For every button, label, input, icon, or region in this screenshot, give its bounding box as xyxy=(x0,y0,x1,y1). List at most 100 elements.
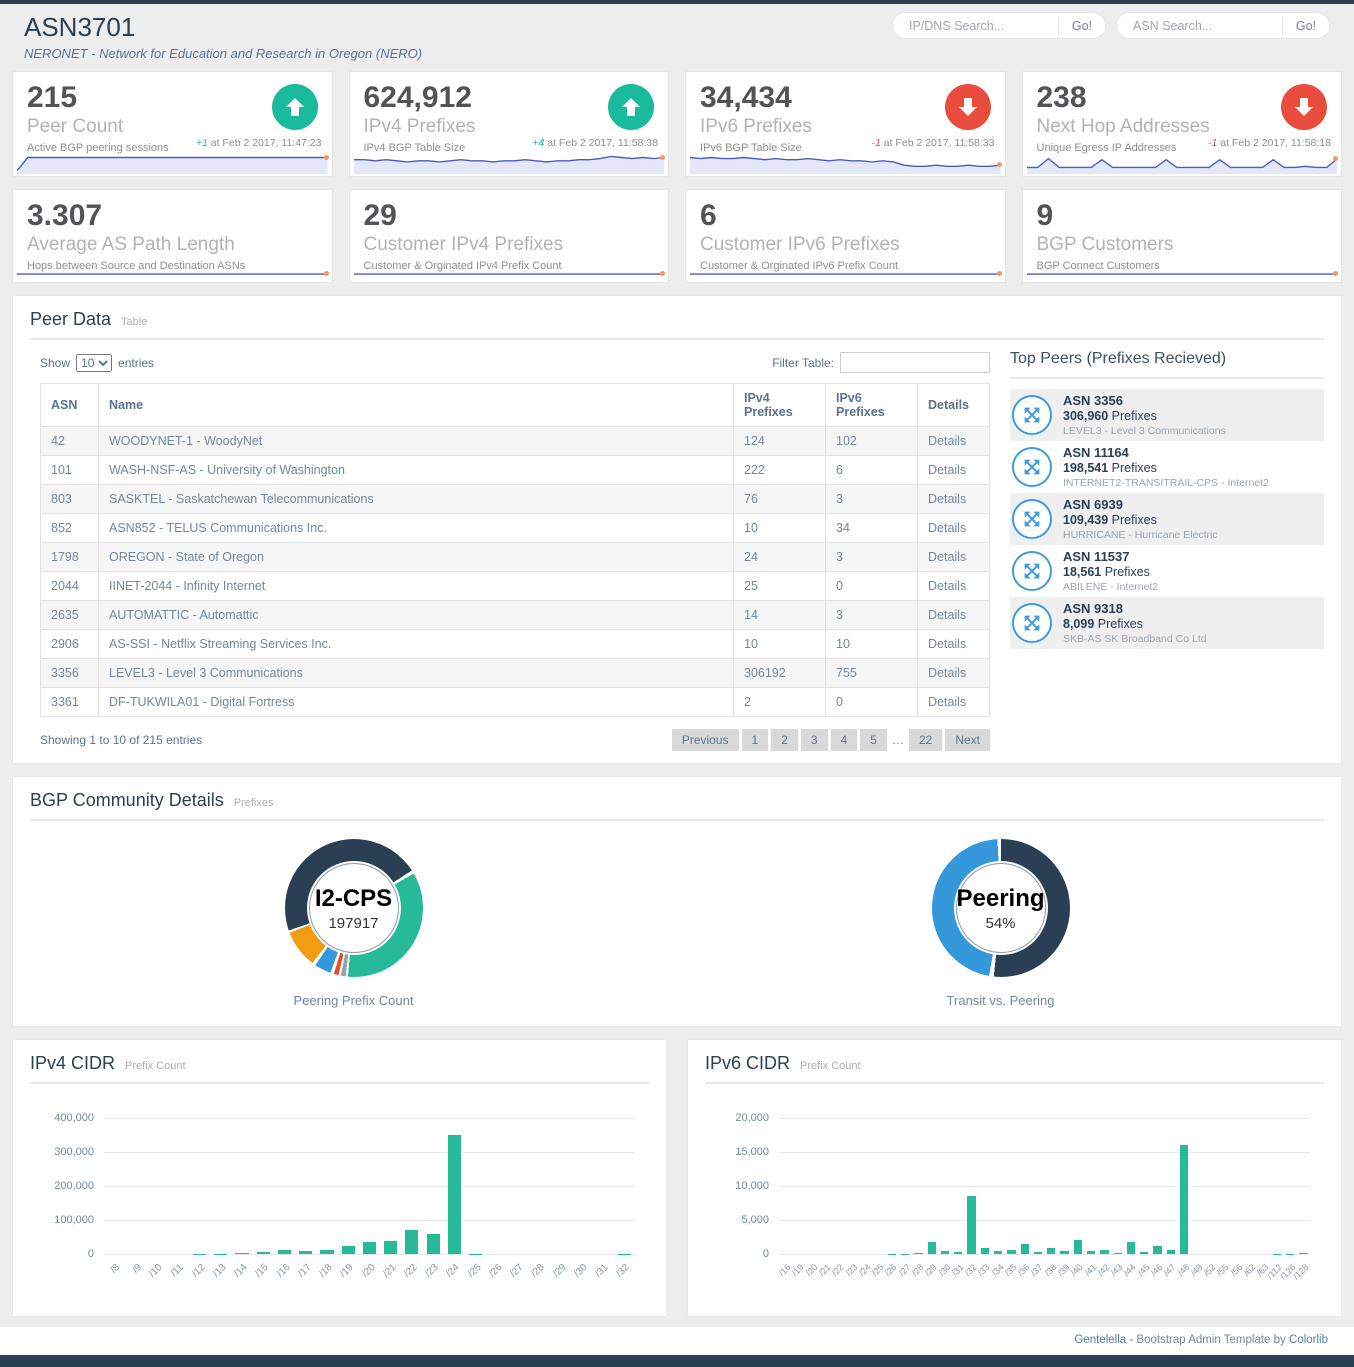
ip-dns-go-button[interactable]: Go! xyxy=(1059,19,1105,33)
peer-prefix-count: 8,099 Prefixes xyxy=(1063,617,1207,631)
peer-icon xyxy=(1012,603,1052,643)
page-size-select[interactable]: 10 xyxy=(76,354,112,372)
details-link[interactable]: Details xyxy=(928,608,966,622)
ipv6-cidr-panel: IPv6 CIDR Prefix Count 05,00010,00015,00… xyxy=(687,1039,1342,1317)
top-peer-item[interactable]: ASN 93188,099 PrefixesSKB-AS SK Broadban… xyxy=(1010,597,1324,649)
details-link[interactable]: Details xyxy=(928,695,966,709)
ipv6-cidr-subtitle: Prefix Count xyxy=(800,1060,861,1072)
ip-dns-search: Go! xyxy=(892,12,1106,39)
stat-tile-customer-ipv4-prefixes: 29Customer IPv4 PrefixesCustomer & Orgin… xyxy=(349,189,670,283)
sparkline xyxy=(354,265,665,278)
top-peer-item[interactable]: ASN 1153718,561 PrefixesABILENE - Intern… xyxy=(1010,545,1324,597)
pagination-page-4-button[interactable]: 4 xyxy=(831,729,858,751)
pagination-page-2-button[interactable]: 2 xyxy=(771,729,798,751)
column-header-name[interactable]: Name xyxy=(99,384,734,427)
filter-table-input[interactable] xyxy=(840,352,990,373)
top-peer-item[interactable]: ASN 11164198,541 PrefixesINTERNET2-TRANS… xyxy=(1010,441,1324,493)
ip-dns-search-input[interactable] xyxy=(893,19,1058,33)
expand-arrows-icon xyxy=(1021,456,1043,478)
x-axis-tick: /22 xyxy=(402,1262,420,1280)
pagination-page-1-button[interactable]: 1 xyxy=(742,729,769,751)
table-cell: 803 xyxy=(41,485,99,514)
table-cell: 34 xyxy=(826,514,918,543)
table-row: 852ASN852 - TELUS Communications Inc.103… xyxy=(41,514,990,543)
stat-value: 29 xyxy=(364,199,655,232)
details-link[interactable]: Details xyxy=(928,637,966,651)
stat-title: IPv6 Prefixes xyxy=(700,116,991,138)
asn-search-input[interactable] xyxy=(1117,19,1282,33)
bar xyxy=(1140,1252,1148,1254)
transit-peering-donut-chart: Peering 54% xyxy=(932,839,1070,977)
table-cell: 852 xyxy=(41,514,99,543)
x-axis-tick: /16 xyxy=(275,1262,293,1280)
bar xyxy=(1167,1250,1175,1254)
bottom-accent-bar xyxy=(0,1355,1354,1367)
top-peer-item[interactable]: ASN 6939109,439 PrefixesHURRICANE - Hurr… xyxy=(1010,493,1324,545)
column-header-asn[interactable]: ASN xyxy=(41,384,99,427)
peer-prefix-count: 306,960 Prefixes xyxy=(1063,409,1226,423)
ipv4-cidr-title: IPv4 CIDR xyxy=(30,1053,115,1074)
stat-value: 3.307 xyxy=(27,199,318,232)
pagination-page-5-button[interactable]: 5 xyxy=(860,729,887,751)
stat-title: Next Hop Addresses xyxy=(1037,116,1328,138)
donut-center-value: 197917 xyxy=(328,915,378,932)
table-cell: 0 xyxy=(826,572,918,601)
filter-label: Filter Table: xyxy=(772,356,834,370)
pagination-next-button[interactable]: Next xyxy=(945,729,990,751)
sparkline-end-dot xyxy=(1333,156,1338,161)
table-cell: 25 xyxy=(734,572,826,601)
pagination-page-3-button[interactable]: 3 xyxy=(801,729,828,751)
top-peer-item[interactable]: ASN 3356306,960 PrefixesLEVEL3 - Level 3… xyxy=(1010,389,1324,441)
sparkline-end-dot xyxy=(660,155,665,160)
bar xyxy=(981,1248,989,1254)
peer-name: ABILENE - Internet2 xyxy=(1063,581,1158,593)
column-header-details[interactable]: Details xyxy=(918,384,990,427)
y-axis-tick: 300,000 xyxy=(54,1146,94,1158)
column-header-ipv4-prefixes[interactable]: IPv4 Prefixes xyxy=(734,384,826,427)
bar xyxy=(363,1242,376,1254)
peer-prefix-count: 109,439 Prefixes xyxy=(1063,513,1218,527)
details-link[interactable]: Details xyxy=(928,434,966,448)
x-axis-tick: /32 xyxy=(614,1262,632,1280)
table-cell: LEVEL3 - Level 3 Communications xyxy=(99,659,734,688)
stat-tile-ipv4-prefixes: 624,912IPv4 PrefixesIPv4 BGP Table Size+… xyxy=(349,71,670,177)
details-link[interactable]: Details xyxy=(928,666,966,680)
x-axis-tick: /10 xyxy=(147,1262,165,1280)
stat-value: 9 xyxy=(1037,199,1328,232)
column-header-ipv6-prefixes[interactable]: IPv6 Prefixes xyxy=(826,384,918,427)
table-cell: 1798 xyxy=(41,543,99,572)
bar xyxy=(427,1234,440,1254)
stat-title: Customer IPv6 Prefixes xyxy=(700,234,991,256)
sparkline-end-dot xyxy=(324,271,329,276)
sparkline-end-dot xyxy=(997,162,1002,167)
page-subtitle: NERONET - Network for Education and Rese… xyxy=(24,46,422,61)
details-link[interactable]: Details xyxy=(928,550,966,564)
pagination-ellipsis: … xyxy=(890,733,906,747)
x-axis-tick: /8 xyxy=(109,1262,123,1276)
colorlib-link[interactable]: Colorlib xyxy=(1289,1334,1328,1346)
stat-change-timestamp: +1 at Feb 2 2017, 11:47:23 xyxy=(196,137,322,149)
details-link[interactable]: Details xyxy=(928,579,966,593)
pagination-page-22-button[interactable]: 22 xyxy=(909,729,942,751)
details-link[interactable]: Details xyxy=(928,463,966,477)
x-axis-tick: /28 xyxy=(529,1262,547,1280)
details-link[interactable]: Details xyxy=(928,521,966,535)
donut-center-label: Peering xyxy=(956,885,1044,913)
y-axis-tick: 10,000 xyxy=(735,1180,769,1192)
top-peers-title: Top Peers (Prefixes Recieved) xyxy=(1010,350,1324,379)
sparkline-end-dot xyxy=(660,271,665,276)
gridline xyxy=(779,1254,1310,1255)
table-cell: 42 xyxy=(41,427,99,456)
page-title: ASN3701 xyxy=(24,12,422,43)
y-axis-tick: 100,000 xyxy=(54,1214,94,1226)
asn-go-button[interactable]: Go! xyxy=(1283,19,1329,33)
bar xyxy=(1034,1252,1042,1254)
pagination-previous-button[interactable]: Previous xyxy=(672,729,739,751)
gentelella-link[interactable]: Gentelella xyxy=(1074,1334,1126,1346)
x-axis-tick: /12 xyxy=(190,1262,208,1280)
page-footer: Gentelella - Bootstrap Admin Template by… xyxy=(0,1327,1354,1355)
table-cell: 14 xyxy=(734,601,826,630)
bgp-community-subtitle: Prefixes xyxy=(234,797,274,809)
details-link[interactable]: Details xyxy=(928,492,966,506)
table-row: 1798OREGON - State of Oregon243Details xyxy=(41,543,990,572)
